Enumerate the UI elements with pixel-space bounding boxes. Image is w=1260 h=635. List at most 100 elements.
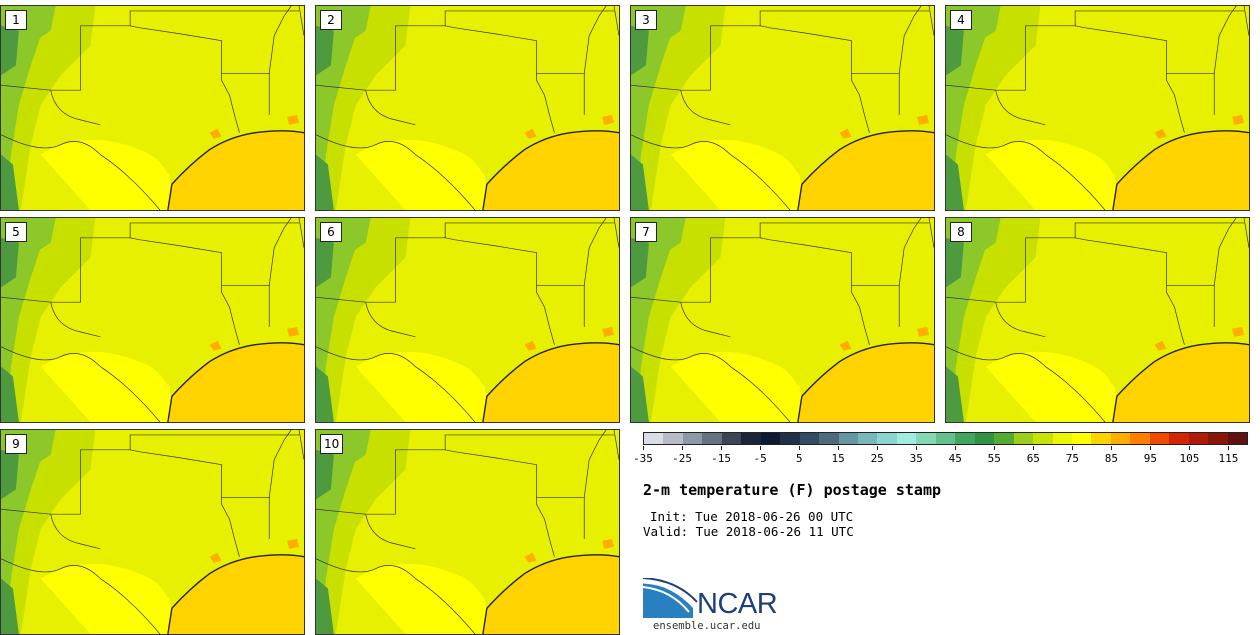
colorbar-segment (1227, 433, 1248, 444)
colorbar-segment (974, 433, 995, 444)
colorbar-tick (994, 446, 996, 450)
temperature-map (316, 430, 619, 634)
logo-text: NCAR (697, 588, 778, 620)
temperature-map (631, 218, 934, 422)
colorbar-tick (643, 446, 644, 450)
member-number: 10 (320, 434, 344, 454)
colorbar-segment (663, 433, 683, 444)
colorbar-tick (1072, 446, 1074, 450)
colorbar-segment (838, 433, 858, 444)
colorbar-segment (721, 433, 742, 444)
member-number: 2 (320, 10, 342, 30)
ncar-logo-icon (643, 578, 698, 618)
colorbar-tick (682, 446, 684, 450)
colorbar (643, 432, 1248, 445)
colorbar-segment (799, 433, 820, 444)
temperature-map (1, 218, 304, 422)
member-number: 3 (635, 10, 657, 30)
colorbar-tick (1150, 446, 1152, 450)
colorbar-segment (1052, 433, 1072, 444)
colorbar-tick-label: 85 (1104, 452, 1118, 465)
colorbar-segment (994, 433, 1014, 444)
figure-title: 2-m temperature (F) postage stamp (643, 481, 942, 499)
colorbar-segment (877, 433, 897, 444)
colorbar-segment (1169, 433, 1189, 444)
colorbar-tick (1111, 446, 1113, 450)
colorbar-tick (721, 446, 723, 450)
colorbar-segment (1071, 433, 1092, 444)
valid-time: Valid: Tue 2018-06-26 11 UTC (643, 524, 854, 539)
colorbar-segment (857, 433, 878, 444)
colorbar-tick-label: -15 (711, 452, 731, 465)
postage-stamp-7: 7 (630, 217, 935, 423)
member-number: 1 (5, 10, 27, 30)
colorbar-tick-label: 95 (1143, 452, 1158, 465)
postage-stamp-8: 8 (945, 217, 1250, 423)
colorbar-tick-label: 55 (987, 452, 1001, 465)
member-number: 9 (5, 434, 27, 454)
postage-stamp-3: 3 (630, 5, 935, 211)
colorbar-segment (819, 433, 839, 444)
colorbar-tick (916, 446, 918, 450)
colorbar-segment (760, 433, 781, 444)
temperature-map (316, 6, 619, 210)
colorbar-segment (644, 433, 664, 444)
colorbar-segment (682, 433, 703, 444)
colorbar-segment (916, 433, 936, 444)
colorbar-tick-label: 25 (870, 452, 884, 465)
postage-stamp-5: 5 (0, 217, 305, 423)
colorbar-tick-label: -25 (672, 452, 692, 465)
colorbar-ticks: -35 -25 -15 -5 5 15 25 35 45 55 65 75 85 95 105 115 (633, 446, 1248, 470)
colorbar-segment (955, 433, 975, 444)
member-number: 4 (950, 10, 972, 30)
logo-url: ensemble.ucar.edu (653, 620, 761, 632)
temperature-map (1, 430, 304, 634)
colorbar-segment (935, 433, 956, 444)
colorbar-segment (1188, 433, 1209, 444)
colorbar-segment (1149, 433, 1170, 444)
colorbar-tick-label: 115 (1218, 452, 1239, 465)
postage-stamp-10: 10 (315, 429, 620, 635)
colorbar-tick (760, 446, 762, 450)
member-number: 7 (635, 222, 657, 242)
colorbar-tick-label: 5 (795, 452, 803, 465)
colorbar-segment (780, 433, 800, 444)
colorbar-segment (1091, 433, 1111, 444)
temperature-map (946, 218, 1249, 422)
member-number: 8 (950, 222, 972, 242)
colorbar-tick (799, 446, 801, 450)
colorbar-segment (1110, 433, 1131, 444)
postage-stamp-2: 2 (315, 5, 620, 211)
colorbar-segment (1013, 433, 1034, 444)
colorbar-segment (1033, 433, 1053, 444)
colorbar-tick-label: -35 (633, 452, 653, 465)
colorbar-tick (1228, 446, 1230, 450)
colorbar-tick-label: -5 (753, 452, 767, 465)
colorbar-tick-label: 45 (948, 452, 962, 465)
colorbar-segment (741, 433, 761, 444)
postage-stamp-4: 4 (945, 5, 1250, 211)
postage-stamp-6: 6 (315, 217, 620, 423)
colorbar-tick-label: 105 (1179, 452, 1200, 465)
colorbar-tick (955, 446, 957, 450)
postage-stamp-1: 1 (0, 5, 305, 211)
colorbar-tick (1033, 446, 1035, 450)
colorbar-tick (877, 446, 879, 450)
colorbar-segment (896, 433, 917, 444)
colorbar-segment (1208, 433, 1228, 444)
temperature-map (316, 218, 619, 422)
init-time: Init: Tue 2018-06-26 00 UTC (650, 509, 854, 524)
colorbar-tick-label: 65 (1026, 452, 1040, 465)
temperature-map (631, 6, 934, 210)
colorbar-tick (838, 446, 840, 450)
temperature-map (1, 6, 304, 210)
colorbar-segment (1130, 433, 1150, 444)
member-number: 6 (320, 222, 342, 242)
postage-stamp-9: 9 (0, 429, 305, 635)
colorbar-segment (702, 433, 722, 444)
colorbar-tick-label: 35 (909, 452, 923, 465)
member-number: 5 (5, 222, 27, 242)
temperature-map (946, 6, 1249, 210)
colorbar-tick (1189, 446, 1191, 450)
colorbar-tick-label: 15 (831, 452, 845, 465)
